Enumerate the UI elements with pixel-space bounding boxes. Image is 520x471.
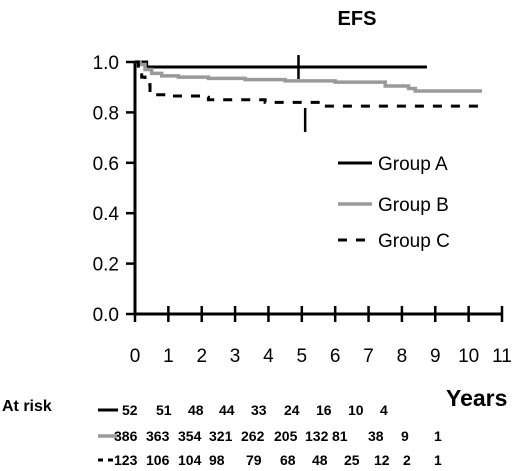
at-risk-value: 81 [332,428,348,444]
at-risk-value: 48 [312,452,328,468]
y-tick-label: 0.0 [93,305,119,326]
series-line-group-b [135,60,482,93]
y-tick-label: 1.0 [93,53,119,74]
x-tick-label: 0 [130,346,141,367]
x-tick-label: 4 [263,346,274,367]
y-tick-label: 0.4 [93,204,120,225]
at-risk-label: At risk [2,398,52,415]
at-risk-value: 132 [305,428,329,444]
at-risk-value: 262 [241,428,265,444]
at-risk-value: 68 [280,452,296,468]
legend-label: Group A [378,154,448,175]
x-tick-label: 1 [163,346,174,367]
at-risk-value: 33 [251,402,267,418]
legend-label: Group C [378,231,450,252]
legend-label: Group B [378,195,449,216]
at-risk-value: 24 [284,402,300,418]
at-risk-value: 386 [114,428,138,444]
y-tick-label: 0.2 [93,255,119,276]
at-risk-value: 1 [434,428,442,444]
x-axis-label: Years [446,385,507,411]
at-risk-value: 25 [344,452,360,468]
y-axis: 0.0 0.2 0.4 0.6 0.8 1.0 [93,53,137,326]
x-tick-label: 11 [492,346,512,367]
at-risk-value: 79 [246,452,262,468]
x-tick-label: 7 [363,346,374,367]
at-risk-value: 354 [178,428,202,444]
x-tick-label: 9 [430,346,441,367]
at-risk-value: 4 [380,402,388,418]
legend: Group A Group B Group C [338,154,450,252]
at-risk-value: 9 [401,428,409,444]
at-risk-value: 363 [146,428,170,444]
y-tick-label: 0.8 [93,103,119,124]
at-risk-value: 51 [156,402,172,418]
y-tick-label: 0.6 [93,154,119,175]
at-risk-value: 52 [122,402,138,418]
at-risk-value: 2 [403,452,411,468]
x-tick-label: 2 [196,346,207,367]
at-risk-value: 44 [219,402,235,418]
at-risk-value: 12 [374,452,390,468]
at-risk-value: 104 [178,452,202,468]
at-risk-value: 10 [348,402,364,418]
x-tick-label: 6 [330,346,341,367]
x-tick-label: 8 [397,346,408,367]
at-risk-value: 48 [188,402,204,418]
at-risk-value: 321 [209,428,233,444]
x-tick-label: 5 [297,346,308,367]
chart-title: EFS [338,8,377,30]
series-line-group-c [135,60,482,108]
at-risk-value: 106 [146,452,170,468]
series-layer [135,55,482,132]
at-risk-value: 205 [274,428,298,444]
at-risk-value: 123 [114,452,138,468]
x-axis: 0 1 2 3 4 5 6 7 8 9 10 11 [130,306,512,367]
series-line-group-a [135,60,427,69]
at-risk-value: 38 [368,428,384,444]
x-tick-label: 10 [458,346,479,367]
at-risk-value: 1 [434,452,442,468]
at-risk-value: 16 [316,402,332,418]
x-tick-label: 3 [230,346,241,367]
at-risk-value: 98 [209,452,225,468]
